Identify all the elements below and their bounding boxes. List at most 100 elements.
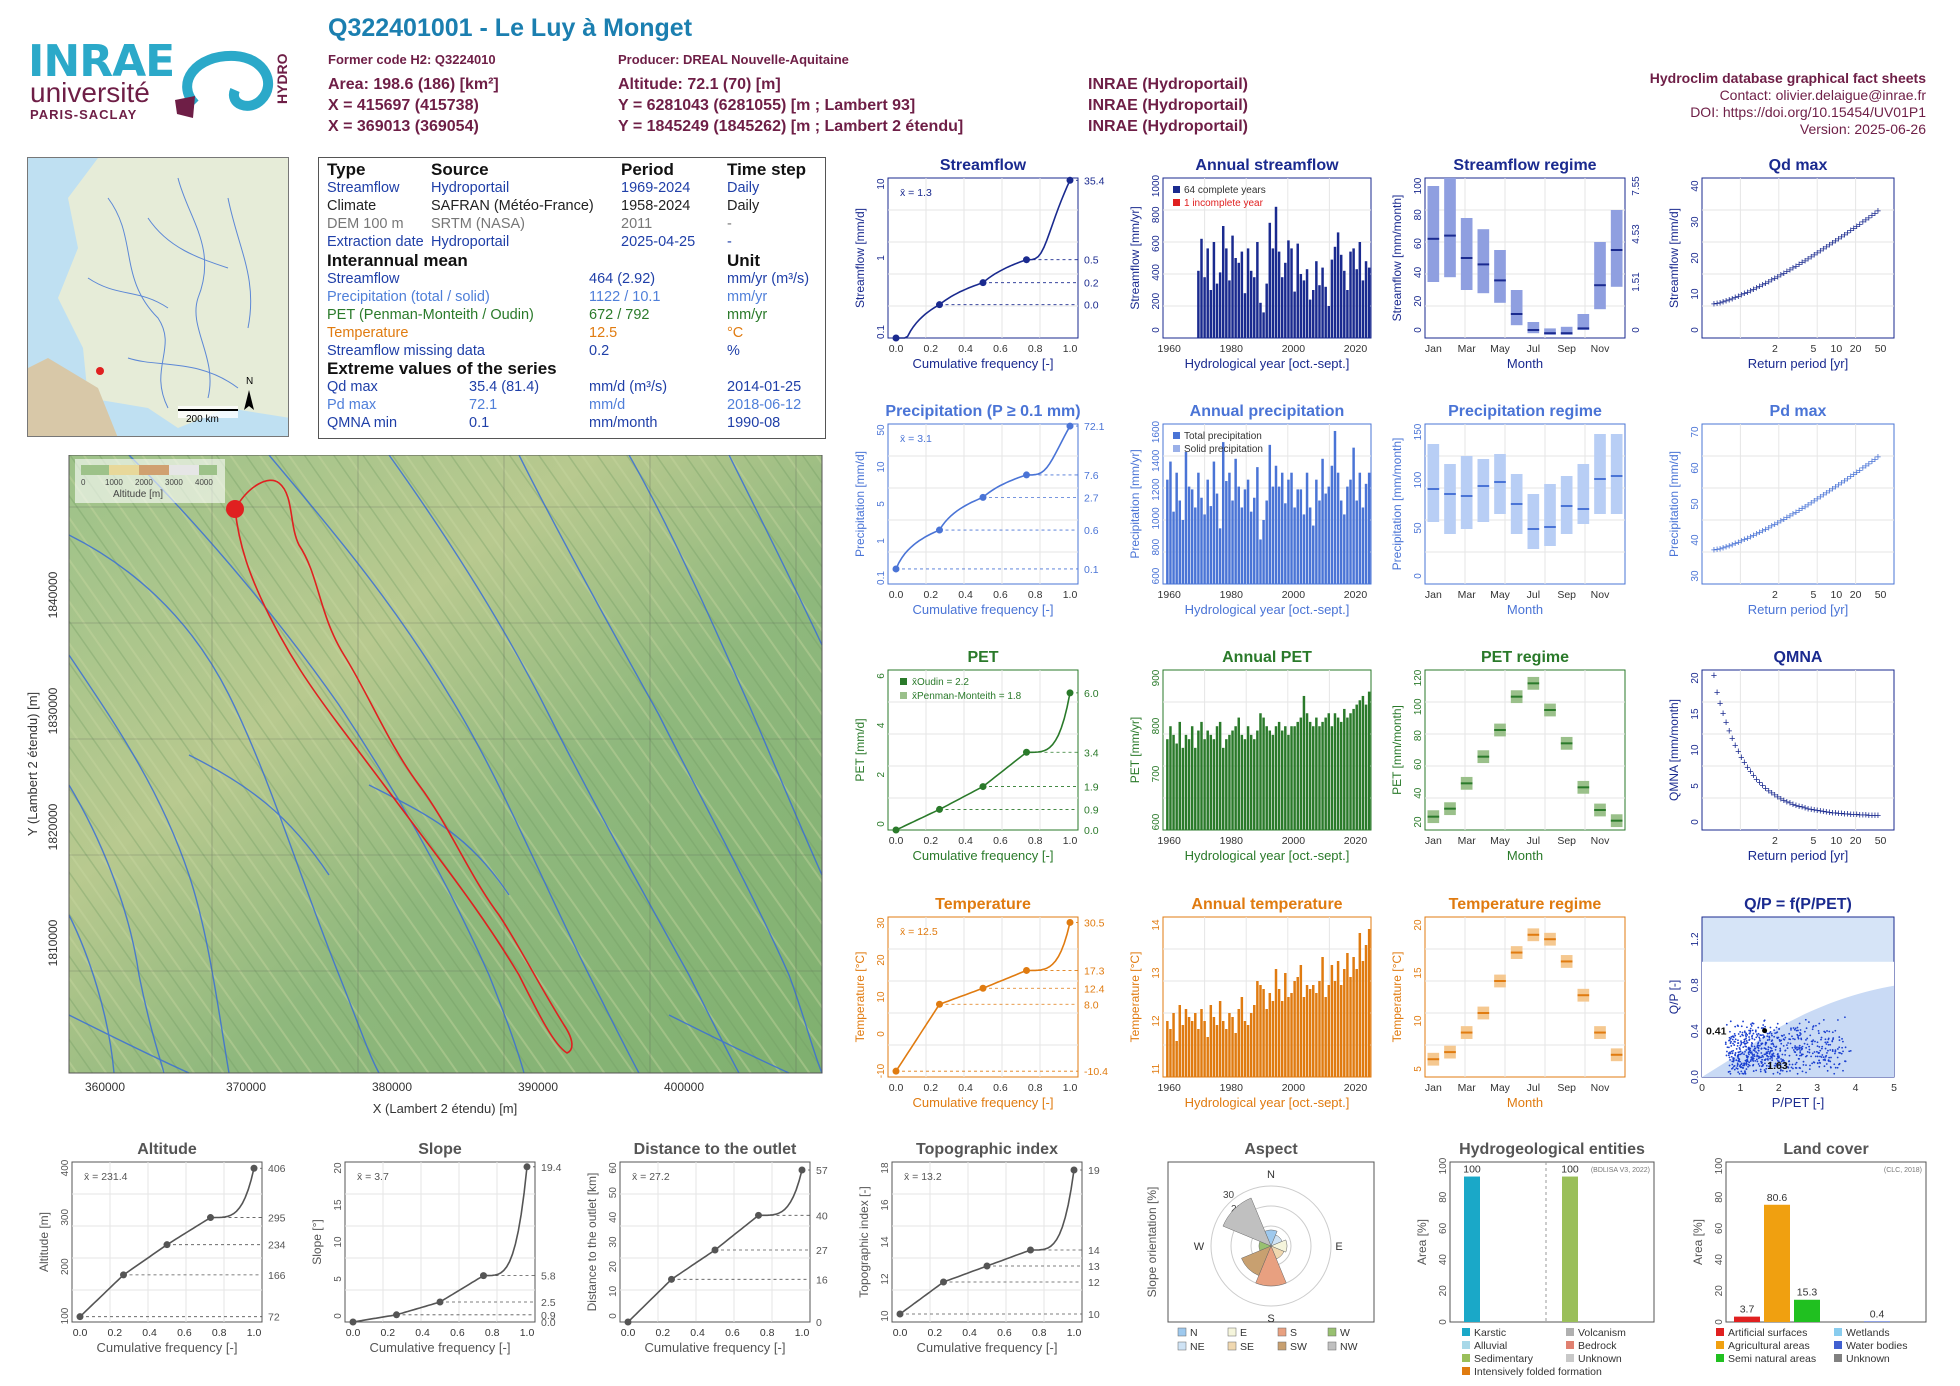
- qmna-point: +: [1854, 809, 1860, 821]
- qp-point: [1836, 1056, 1839, 1059]
- x-tick-label: 0.0: [346, 1327, 361, 1339]
- qp-point: [1827, 1038, 1830, 1041]
- y-tick-label: 100: [1413, 177, 1424, 194]
- qp-point: [1734, 1038, 1737, 1041]
- qp-point: [1758, 1036, 1761, 1039]
- interannual-row-cell: %: [727, 343, 740, 359]
- qp-point: [1796, 1026, 1799, 1029]
- y-tick-label: 18: [880, 1162, 891, 1174]
- quantile-point: [892, 1067, 900, 1075]
- qp-point: [1740, 1043, 1743, 1046]
- y-tick-label: 5: [1413, 1066, 1424, 1072]
- legend-swatch: [1173, 186, 1180, 193]
- qp-point: [1760, 1047, 1763, 1050]
- x-tick-label: 0.4: [962, 1327, 977, 1339]
- annual_precip-bar: [1249, 511, 1253, 584]
- x-tick-label: 3: [1814, 1082, 1820, 1094]
- chart-pet_fdc: PET 6.0 3.4 1.9 0.9 0.0 0 2 4 6 0.0 0.2 0.4 0.6 0.8 1.0…: [853, 649, 1099, 863]
- x-tick-label: 2020: [1344, 343, 1368, 355]
- right-tick-label: 1.51: [1631, 272, 1642, 292]
- qd_max-point: +: [1790, 263, 1796, 275]
- annual_streamflow-bar: [1324, 286, 1327, 338]
- qmna-point: +: [1847, 809, 1853, 821]
- right-tick-label: 0.1: [1084, 564, 1099, 576]
- bar-value-label: 0.4: [1870, 1308, 1885, 1320]
- qp-point: [1760, 1027, 1763, 1029]
- pd_max-point: +: [1820, 490, 1826, 502]
- y-tick-label: 800: [1151, 206, 1162, 223]
- svg-text:3000: 3000: [165, 478, 183, 487]
- x-tick-label: 0.2: [923, 1082, 938, 1094]
- annual_precip-bar: [1215, 493, 1219, 584]
- y-tick-label: 60: [608, 1162, 619, 1174]
- qp-point: [1744, 1034, 1747, 1036]
- y-l2: Y = 1845249 (1845262) [m ; Lambert 2 éte…: [618, 118, 964, 135]
- map-rivers: [68, 455, 823, 1074]
- annual_precip-bar: [1209, 506, 1213, 584]
- meta-row-cell: SAFRAN (Météo-France): [431, 198, 594, 214]
- qp-point: [1732, 1049, 1735, 1052]
- legend-label: NW: [1340, 1341, 1358, 1353]
- qp-point: [1844, 1046, 1847, 1049]
- annual_precip-bar: [1339, 500, 1343, 584]
- annual_streamflow-bar: [1333, 246, 1337, 338]
- qp-point: [1803, 1042, 1806, 1045]
- annual_streamflow-bar: [1327, 306, 1331, 338]
- qp-point: [1765, 1042, 1768, 1044]
- rose-direction: E: [1335, 1241, 1342, 1253]
- qp-point: [1808, 1068, 1811, 1071]
- qmna-point: +: [1820, 806, 1826, 818]
- qp-point: [1751, 1022, 1754, 1025]
- qp-point: [1768, 1038, 1771, 1041]
- qp-point: [1741, 1033, 1743, 1036]
- y-tick-label: 20: [1413, 919, 1424, 931]
- pd_max-point: +: [1841, 475, 1847, 487]
- plot-frame: [887, 916, 1079, 1078]
- qp-point: [1781, 1069, 1784, 1072]
- x-tick-label: 1960: [1158, 589, 1182, 601]
- qp-point: [1764, 1043, 1767, 1046]
- right-tick-label: -10.4: [1084, 1066, 1108, 1078]
- x-tick-label: 0.6: [450, 1327, 465, 1339]
- y-tick-label: 30: [1690, 216, 1701, 228]
- chart-precip_regime: Precipitation regime Jan Mar May Jul Sep Nov 0 5…: [1390, 403, 1626, 617]
- annual_streamflow-bar: [1253, 277, 1256, 338]
- qp-point: [1757, 1049, 1760, 1052]
- qp-point: [1760, 1056, 1763, 1059]
- annual_pet-ylabel: PET [mm/yr]: [1128, 717, 1142, 783]
- pd_max-point: +: [1808, 497, 1814, 509]
- qmna-point: +: [1711, 670, 1717, 682]
- right-tick-label: 72: [268, 1312, 280, 1324]
- chart-aspect: Aspect102030NESWSlope orientation [%]NES…: [1145, 1141, 1375, 1353]
- legend-label: W: [1340, 1327, 1350, 1339]
- qp-point: [1736, 1042, 1739, 1045]
- annual_streamflow-bar: [1302, 280, 1306, 338]
- qp-point: [1747, 1047, 1750, 1049]
- annual_pet-bar: [1327, 713, 1331, 830]
- chart-temp_fdc: Temperature 30.5 17.3 12.4 8.0 -10.4 -10 0 10 20 3…: [853, 896, 1108, 1110]
- qp-point: [1746, 1026, 1748, 1029]
- pd_max-point: +: [1784, 512, 1790, 524]
- x-tick-label: 0.6: [997, 1327, 1012, 1339]
- qp-point: [1834, 1052, 1836, 1055]
- qp-point: [1729, 1020, 1732, 1023]
- qp-point: [1752, 1060, 1755, 1062]
- meta-row-cell: 2025-04-25: [621, 234, 696, 250]
- meta-row-cell: DEM 100 m: [327, 216, 404, 232]
- legend-swatch: [1177, 1327, 1187, 1337]
- qp-point: [1748, 1053, 1750, 1056]
- qp-point: [1767, 1048, 1770, 1051]
- legend-swatch: [1462, 1367, 1470, 1375]
- page-title: Q322401001 - Le Luy à Monget: [328, 14, 693, 42]
- qd_max-point: +: [1735, 291, 1741, 303]
- qmna-point: +: [1759, 780, 1765, 792]
- qp-point: [1838, 1039, 1841, 1042]
- y-tick-label: 12: [880, 1273, 891, 1285]
- x-tick-label: 10: [1831, 589, 1843, 601]
- annual_temp-ylabel: Temperature [°C]: [1128, 952, 1142, 1043]
- qp-point: [1741, 1031, 1744, 1034]
- quantile-point: [1023, 471, 1030, 479]
- y-tick-label: 80: [1714, 1191, 1725, 1203]
- qp-point: [1763, 1020, 1766, 1022]
- qmna-point: +: [1747, 766, 1753, 778]
